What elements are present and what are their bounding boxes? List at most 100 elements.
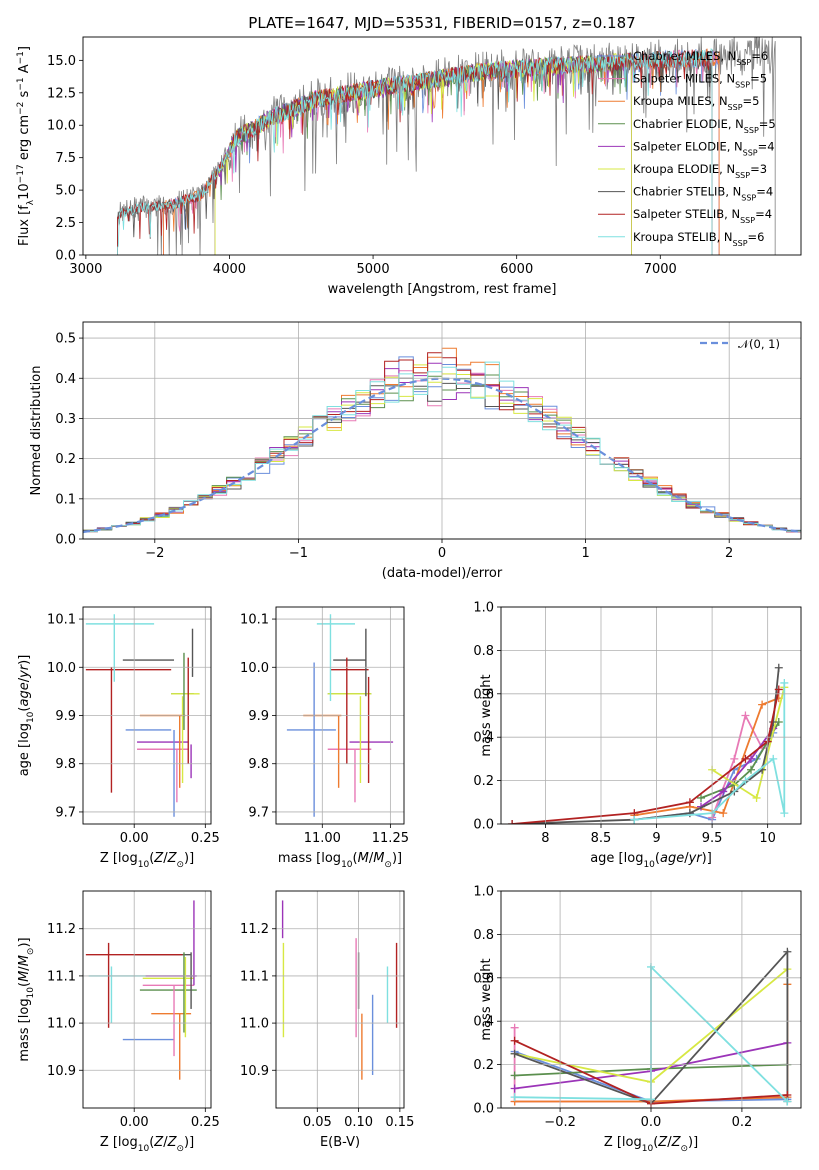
y-tick-label: 9.7 [248, 805, 269, 820]
x-tick-label: 0.25 [191, 1115, 220, 1130]
x-tick-label: 0.00 [120, 1115, 149, 1130]
y-axis-label: Flux [fλ10−17 erg cm−2 s−1 A−1] [16, 46, 36, 246]
series-marker [630, 815, 639, 824]
y-tick-label: 0.0 [473, 818, 494, 833]
x-tick-label: 9 [652, 831, 660, 846]
x-tick-label: 3000 [69, 262, 102, 277]
mass-vs-EBV-axes: 0.05 0.10 0.15 10.9 11.0 11.1 11.2 E(B-V) [240, 891, 414, 1150]
series-marker [747, 765, 755, 774]
y-tick-label: 0.4 [55, 372, 76, 387]
model-spectrum-kroupa-stelib [117, 48, 713, 255]
y-tick-label: 0.2 [473, 774, 494, 789]
y-tick-label: 0.2 [473, 1058, 494, 1073]
x-tick-label: −2 [145, 546, 164, 561]
series-marker [774, 663, 783, 672]
y-axis-label: mass weight [479, 674, 494, 756]
series-marker [719, 787, 728, 796]
y-tick-label: 0.6 [473, 687, 494, 702]
y-axis-label: age [log10(age/yr)] [17, 655, 36, 777]
y-tick-label: 0.8 [473, 644, 494, 659]
residuals-frame [82, 321, 802, 540]
series-marker [510, 1084, 519, 1093]
y-tick-label: 0.6 [473, 971, 494, 986]
y-axis-label: Normed distribution [29, 366, 44, 496]
legend-entry: Kroupa MILES, NSSP=5 [633, 94, 759, 112]
y-tick-label: 11.0 [47, 1017, 76, 1032]
series-marker [697, 793, 705, 802]
x-tick-label: 5000 [357, 262, 390, 277]
x-tick-label: 4000 [213, 262, 246, 277]
x-tick-label: 0.00 [120, 831, 149, 846]
y-axis-label: mass [log10(M/M⊙)] [17, 937, 36, 1061]
x-axis-label: Z [log10(Z/Z⊙)] [100, 1135, 194, 1154]
y-axis-label: mass weight [479, 958, 494, 1040]
x-axis-label: age [log10(age/yr)] [590, 851, 712, 870]
y-tick-label: 9.9 [55, 709, 76, 724]
y-tick-label: 9.8 [55, 757, 76, 772]
y-tick-label: 0.1 [55, 492, 76, 507]
y-tick-label: 0.8 [473, 928, 494, 943]
y-tick-label: 0.0 [55, 533, 76, 548]
y-tick-label: 0.4 [473, 1015, 494, 1030]
y-tick-label: 1.0 [473, 885, 494, 900]
spectrum-axes: 3000 4000 5000 6000 7000 0.0 2.5 5.0 7.5 10.0 12.5… [16, 46, 677, 297]
series-marker [758, 700, 767, 709]
series-marker [752, 793, 761, 802]
weight-vs-age-frame [500, 606, 802, 825]
mass-vs-EBV-panel [281, 900, 398, 1080]
x-tick-label: 0.25 [191, 831, 220, 846]
chart-title: PLATE=1647, MJD=53531, FIBERID=0157, z=0… [248, 14, 635, 32]
mass-vs-Z-panel [85, 900, 197, 1080]
y-tick-label: 5.0 [55, 184, 76, 199]
y-tick-label: 11.0 [240, 1017, 269, 1032]
x-tick-label: 2 [725, 546, 733, 561]
age-vs-Z-frame [82, 606, 212, 825]
series-marker [783, 1097, 792, 1106]
weight-vs-Z-axes: −0.2 0.0 0.2 0.0 0.2 0.4 0.6 0.8 1.0 Z [log10(Z/Z… [473, 885, 801, 1154]
x-tick-label: 0 [438, 546, 446, 561]
legend-entry: Chabrier STELIB, NSSP=4 [633, 185, 773, 203]
age-vs-mass-axes: 11.00 11.25 9.7 9.8 9.9 10.0 10.1 mass [log10(M… [240, 607, 409, 870]
series-marker [510, 1071, 519, 1080]
y-tick-label: 10.0 [47, 661, 76, 676]
y-tick-label: 10.1 [47, 613, 76, 628]
series-kroupa-stelib [634, 683, 786, 821]
series-chabrier-stelib [514, 949, 789, 1105]
spectrum-panel: PLATE=1647, MJD=53531, FIBERID=0157, z=0… [117, 14, 776, 255]
x-axis-label: E(B-V) [320, 1135, 360, 1150]
y-tick-label: 0.0 [473, 1102, 494, 1117]
y-tick-label: 10.9 [240, 1064, 269, 1079]
y-tick-label: 2.5 [55, 216, 76, 231]
series-marker [730, 754, 739, 763]
y-tick-label: 0.4 [473, 731, 494, 746]
x-tick-label: 6000 [500, 262, 533, 277]
y-tick-label: 11.2 [240, 922, 269, 937]
y-tick-label: 11.1 [47, 969, 76, 984]
y-tick-label: 1.0 [473, 601, 494, 616]
x-tick-label: 11.00 [304, 831, 341, 846]
x-tick-label: 0.15 [385, 1115, 414, 1130]
mass-vs-Z-axes: 0.00 0.25 10.9 11.0 11.1 11.2 Z [log10(Z/Z⊙)] m… [17, 891, 220, 1154]
age-vs-Z-axes: 0.00 0.25 9.7 9.8 9.9 10.0 10.1 Z [log10(Z/Z⊙)]… [17, 607, 220, 870]
x-tick-label: 11.25 [372, 831, 409, 846]
x-axis-label: Z [log10(Z/Z⊙)] [100, 851, 194, 870]
weight-vs-age-panel [508, 663, 789, 824]
weight-vs-Z-frame [500, 890, 802, 1109]
x-tick-label: 0.05 [303, 1115, 332, 1130]
x-tick-label: 0.10 [344, 1115, 373, 1130]
model-spectrum-chabrier-stelib [117, 49, 713, 255]
series-marker [780, 809, 789, 818]
legend-entry: Salpeter ELODIE, NSSP=4 [633, 139, 775, 157]
series-marker [685, 798, 694, 807]
model-spectrum-salpeter-stelib [117, 49, 713, 255]
y-tick-label: 10.0 [240, 661, 269, 676]
y-tick-label: 10.1 [240, 613, 269, 628]
y-tick-label: 0.2 [55, 452, 76, 467]
legend-entry: Kroupa STELIB, NSSP=6 [633, 230, 764, 248]
series-marker [774, 685, 783, 694]
y-tick-label: 10.0 [47, 119, 76, 134]
x-axis-label: Z [log10(Z/Z⊙)] [604, 1135, 698, 1154]
series-marker [510, 1049, 519, 1058]
y-tick-label: 9.9 [248, 709, 269, 724]
